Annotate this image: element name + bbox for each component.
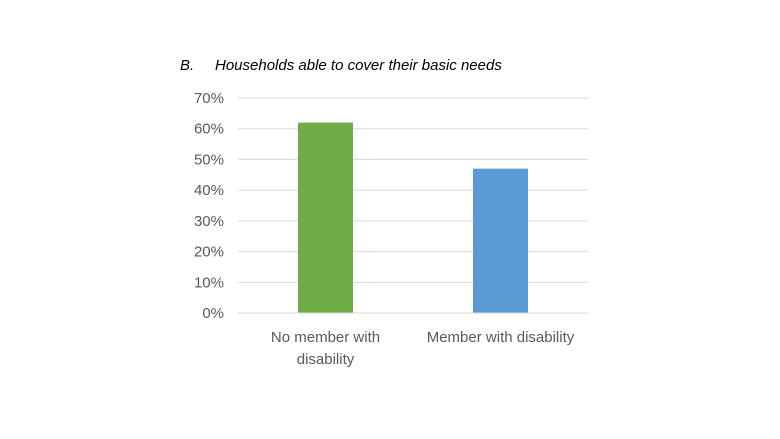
y-tick-label: 60%: [194, 121, 224, 138]
chart-title-letter: B.: [180, 57, 195, 74]
chart-title: B. Households able to cover their basic n…: [180, 57, 502, 74]
y-tick-label: 10%: [194, 274, 224, 291]
bars: [298, 122, 528, 313]
gridlines: [238, 97, 588, 283]
bar: [298, 122, 353, 313]
chart-title-text: Households able to cover their basic nee…: [215, 57, 502, 74]
y-tick-label: 30%: [194, 213, 224, 230]
x-category-label: Member with disability: [427, 329, 575, 346]
y-tick-label: 20%: [194, 244, 224, 261]
x-category-label: No member with disability: [271, 329, 380, 368]
y-tick-label: 40%: [194, 182, 224, 199]
bar: [473, 168, 528, 313]
y-tick-label: 50%: [194, 151, 224, 168]
y-tick-label: 0%: [202, 305, 224, 322]
y-tick-label: 70%: [194, 90, 224, 107]
x-axis-category-labels: No member with disability Member with disa…: [271, 329, 575, 368]
y-axis-tick-labels: 0% 10% 20% 30% 40% 50% 60% 70%: [194, 90, 224, 322]
